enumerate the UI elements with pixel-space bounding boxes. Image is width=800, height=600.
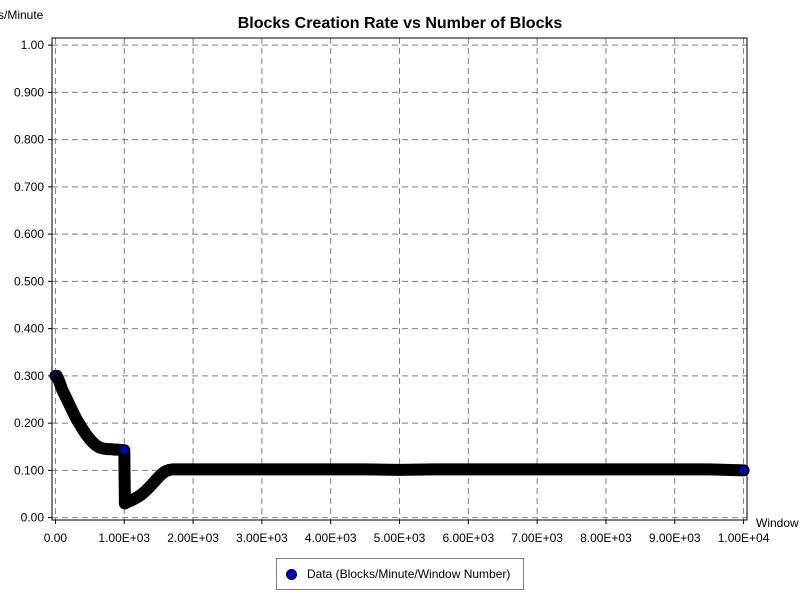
data-point [258, 465, 266, 473]
y-tick-label: 0.400 [14, 322, 44, 336]
data-point [636, 465, 644, 473]
plot-border [51, 37, 748, 521]
x-axis-label: Window [756, 516, 799, 530]
y-tick-label: 1.00 [21, 38, 45, 52]
y-tick-label: 0.200 [14, 416, 44, 430]
x-tick-label: 3.00E+03 [236, 531, 288, 545]
x-tick-label: 2.00E+03 [167, 531, 219, 545]
data-point [224, 465, 231, 473]
series-layer [49, 369, 750, 510]
x-tick-label: 1.00E+03 [98, 531, 150, 545]
chart-title: Blocks Creation Rate vs Number of Blocks [238, 15, 563, 32]
y-tick-label: 0.00 [21, 511, 45, 525]
grid-lines [52, 38, 747, 520]
x-axis: 0.00 1.00E+03 2.00E+03 3.00E+03 4.00E+03 5.00… [44, 520, 770, 545]
x-tick-label: 0.00 [44, 531, 68, 545]
data-point [705, 465, 713, 473]
y-tick-label: 0.800 [14, 133, 44, 147]
data-point [671, 465, 679, 473]
data-point [602, 465, 610, 473]
y-tick-label: 0.100 [14, 463, 44, 477]
data-point [65, 400, 73, 408]
x-tick-label: 7.00E+03 [511, 531, 563, 545]
y-axis-label: s/Minute [0, 8, 44, 22]
legend-label: Data (Blocks/Minute/Window Number) [307, 567, 511, 581]
data-point [119, 445, 130, 456]
data-point [58, 386, 66, 394]
y-tick-label: 0.500 [14, 274, 44, 288]
x-tick-label: 4.00E+03 [305, 531, 357, 545]
x-tick-label: 1.00E+04 [718, 531, 770, 545]
data-point [79, 426, 87, 434]
data-point [327, 465, 335, 473]
data-point [189, 465, 197, 473]
data-point [430, 465, 438, 473]
data-point [55, 377, 63, 385]
legend: Data (Blocks/Minute/Window Number) [276, 558, 524, 590]
data-point [62, 393, 70, 401]
x-tick-label: 5.00E+03 [374, 531, 426, 545]
x-tick-label: 6.00E+03 [442, 531, 494, 545]
data-point [69, 407, 77, 415]
x-tick-label: 8.00E+03 [580, 531, 632, 545]
y-tick-label: 0.700 [14, 180, 44, 194]
data-point [533, 465, 541, 473]
data-point [464, 465, 472, 473]
data-point [361, 465, 369, 473]
legend-marker-icon [286, 568, 297, 580]
y-tick-label: 0.900 [14, 85, 44, 99]
data-point [568, 465, 575, 473]
data-point [738, 465, 749, 476]
data-point [499, 465, 507, 473]
data-point [175, 465, 183, 473]
y-axis: 0.00 0.100 0.200 0.300 0.400 0.500 0.600 0.700 0… [14, 38, 52, 525]
data-point [72, 414, 80, 422]
data-point [76, 420, 83, 428]
x-tick-label: 9.00E+03 [649, 531, 701, 545]
y-tick-label: 0.300 [14, 369, 44, 383]
y-tick-label: 0.600 [14, 227, 44, 241]
data-point [292, 465, 300, 473]
data-point [396, 466, 403, 474]
